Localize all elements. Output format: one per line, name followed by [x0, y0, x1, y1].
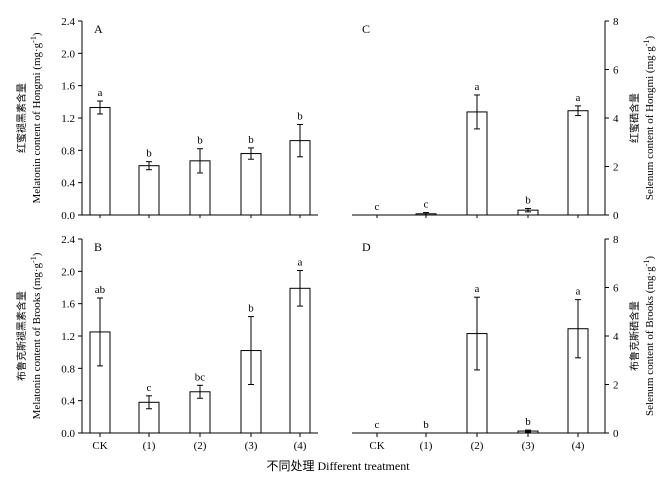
y-axis-title-en: Melatonin content of Hongmi (mg·g-1) — [29, 32, 44, 203]
panel-letter: B — [94, 240, 102, 254]
x-tick-label: (1) — [420, 440, 433, 452]
panel-letter: D — [362, 240, 371, 254]
panel-a: A 0.0 0.4 0.8 1.2 1.6 2.0 2.4 a b b b b 红蜜褪黑素含量 Melato… — [15, 16, 318, 222]
y-axis-title-text: Selenum content of Brooks (mg·g — [644, 266, 656, 416]
y-axis-title-close: ) — [644, 36, 656, 40]
significance-letter: a — [298, 257, 303, 269]
significance-letter: b — [297, 110, 303, 122]
y-axis-title-en: Selenum content of Brooks (mg·g-1) — [642, 256, 657, 416]
y-tick-label: 2.4 — [61, 234, 75, 246]
y-tick-label: 0.0 — [61, 428, 75, 440]
x-tick-label: (2) — [471, 440, 484, 452]
bar — [567, 110, 589, 216]
y-axis-title-superscript: -1 — [642, 40, 651, 47]
significance-letter: a — [98, 87, 103, 99]
y-tick-label: 0 — [613, 428, 619, 440]
y-tick-label: 6 — [613, 283, 619, 295]
y-axis-title-superscript: -1 — [29, 36, 38, 43]
x-tick-label: (2) — [194, 440, 207, 452]
x-tick-label: (3) — [522, 440, 535, 452]
y-axis-title-cn: 布鲁克斯褪黑素含量 — [15, 291, 28, 381]
panel-d: D 0 2 4 6 8 c CK b (1) a (2) b (3) a (4) 布鲁克斯硒含量 Selenum … — [352, 234, 656, 452]
y-tick-label: 0.4 — [61, 396, 75, 408]
x-axis-title: 不同处理 Different treatment — [266, 459, 410, 473]
y-axis-title-text: Selenum content of Hongmi (mg·g — [644, 46, 656, 200]
y-axis-title-en: Selenum content of Hongmi (mg·g-1) — [642, 36, 657, 201]
x-tick-label: CK — [92, 440, 107, 452]
y-axis-title-close: ) — [31, 32, 43, 36]
y-axis-title-close: ) — [644, 256, 656, 260]
y-tick-label: 0.4 — [61, 178, 75, 190]
x-tick-label: (1) — [143, 440, 156, 452]
y-axis-title-cn: 红蜜硒含量 — [628, 93, 641, 143]
significance-letter: c — [375, 201, 380, 213]
significance-letter: a — [576, 92, 581, 104]
y-axis-title-cn: 红蜜褪黑素含量 — [15, 83, 28, 153]
significance-letter: b — [423, 419, 429, 431]
significance-letter: a — [576, 286, 581, 298]
significance-letter: b — [525, 416, 531, 428]
x-tick-label: CK — [369, 440, 384, 452]
y-axis-title-text: Melatonin content of Brooks (mg·g — [31, 262, 43, 419]
y-tick-label: 2 — [613, 380, 619, 392]
bar — [138, 165, 160, 216]
y-axis-title-cn: 布鲁克斯硒含量 — [628, 301, 641, 371]
y-tick-label: 1.6 — [61, 299, 75, 311]
significance-letter: c — [147, 382, 152, 394]
y-tick-label: 2.0 — [61, 266, 75, 278]
panel-b: B 0.0 0.4 0.8 1.2 1.6 2.0 2.4 ab CK c (1) bc (2) b (3) a… — [15, 234, 318, 452]
bar — [89, 106, 111, 216]
x-tick-label: (4) — [294, 440, 307, 452]
y-tick-label: 1.6 — [61, 81, 75, 93]
y-tick-label: 1.2 — [61, 113, 75, 125]
y-tick-label: 0.8 — [61, 145, 75, 157]
significance-letter: c — [375, 419, 380, 431]
y-tick-label: 8 — [613, 16, 619, 28]
y-tick-label: 4 — [613, 331, 619, 343]
x-tick-label: (3) — [245, 440, 258, 452]
y-tick-label: 6 — [613, 65, 619, 77]
significance-letter: a — [475, 81, 480, 93]
bar — [240, 153, 262, 216]
y-tick-label: 2.4 — [61, 16, 75, 28]
significance-letter: a — [475, 283, 480, 295]
y-axis-title-superscript: -1 — [29, 256, 38, 263]
significance-letter: c — [424, 199, 429, 211]
panel-letter: C — [362, 22, 370, 36]
y-axis-title-en: Melatonin content of Brooks (mg·g-1) — [29, 252, 44, 419]
y-tick-label: 0.0 — [61, 210, 75, 222]
y-axis-title-close: ) — [31, 252, 43, 256]
y-axis-title-text: Melatonin content of Hongmi (mg·g — [31, 42, 43, 203]
significance-letter: b — [197, 135, 203, 147]
y-tick-label: 1.2 — [61, 331, 75, 343]
x-tick-label: (4) — [572, 440, 585, 452]
bar — [289, 287, 311, 434]
y-tick-label: 2.0 — [61, 48, 75, 60]
y-tick-label: 2 — [613, 162, 619, 174]
significance-letter: b — [525, 194, 531, 206]
y-tick-label: 4 — [613, 113, 619, 125]
panel-letter: A — [94, 22, 103, 36]
y-tick-label: 0.8 — [61, 363, 75, 375]
y-tick-label: 8 — [613, 234, 619, 246]
significance-letter: bc — [195, 371, 206, 383]
y-tick-label: 0 — [613, 210, 619, 222]
significance-letter: b — [248, 303, 254, 315]
significance-letter: ab — [95, 284, 106, 296]
significance-letter: b — [248, 134, 254, 146]
panel-c: C 0 2 4 6 8 c c a b a 红蜜硒含量 Selenum content of Hongm… — [352, 16, 656, 222]
y-axis-title-superscript: -1 — [642, 260, 651, 267]
significance-letter: b — [146, 148, 152, 160]
